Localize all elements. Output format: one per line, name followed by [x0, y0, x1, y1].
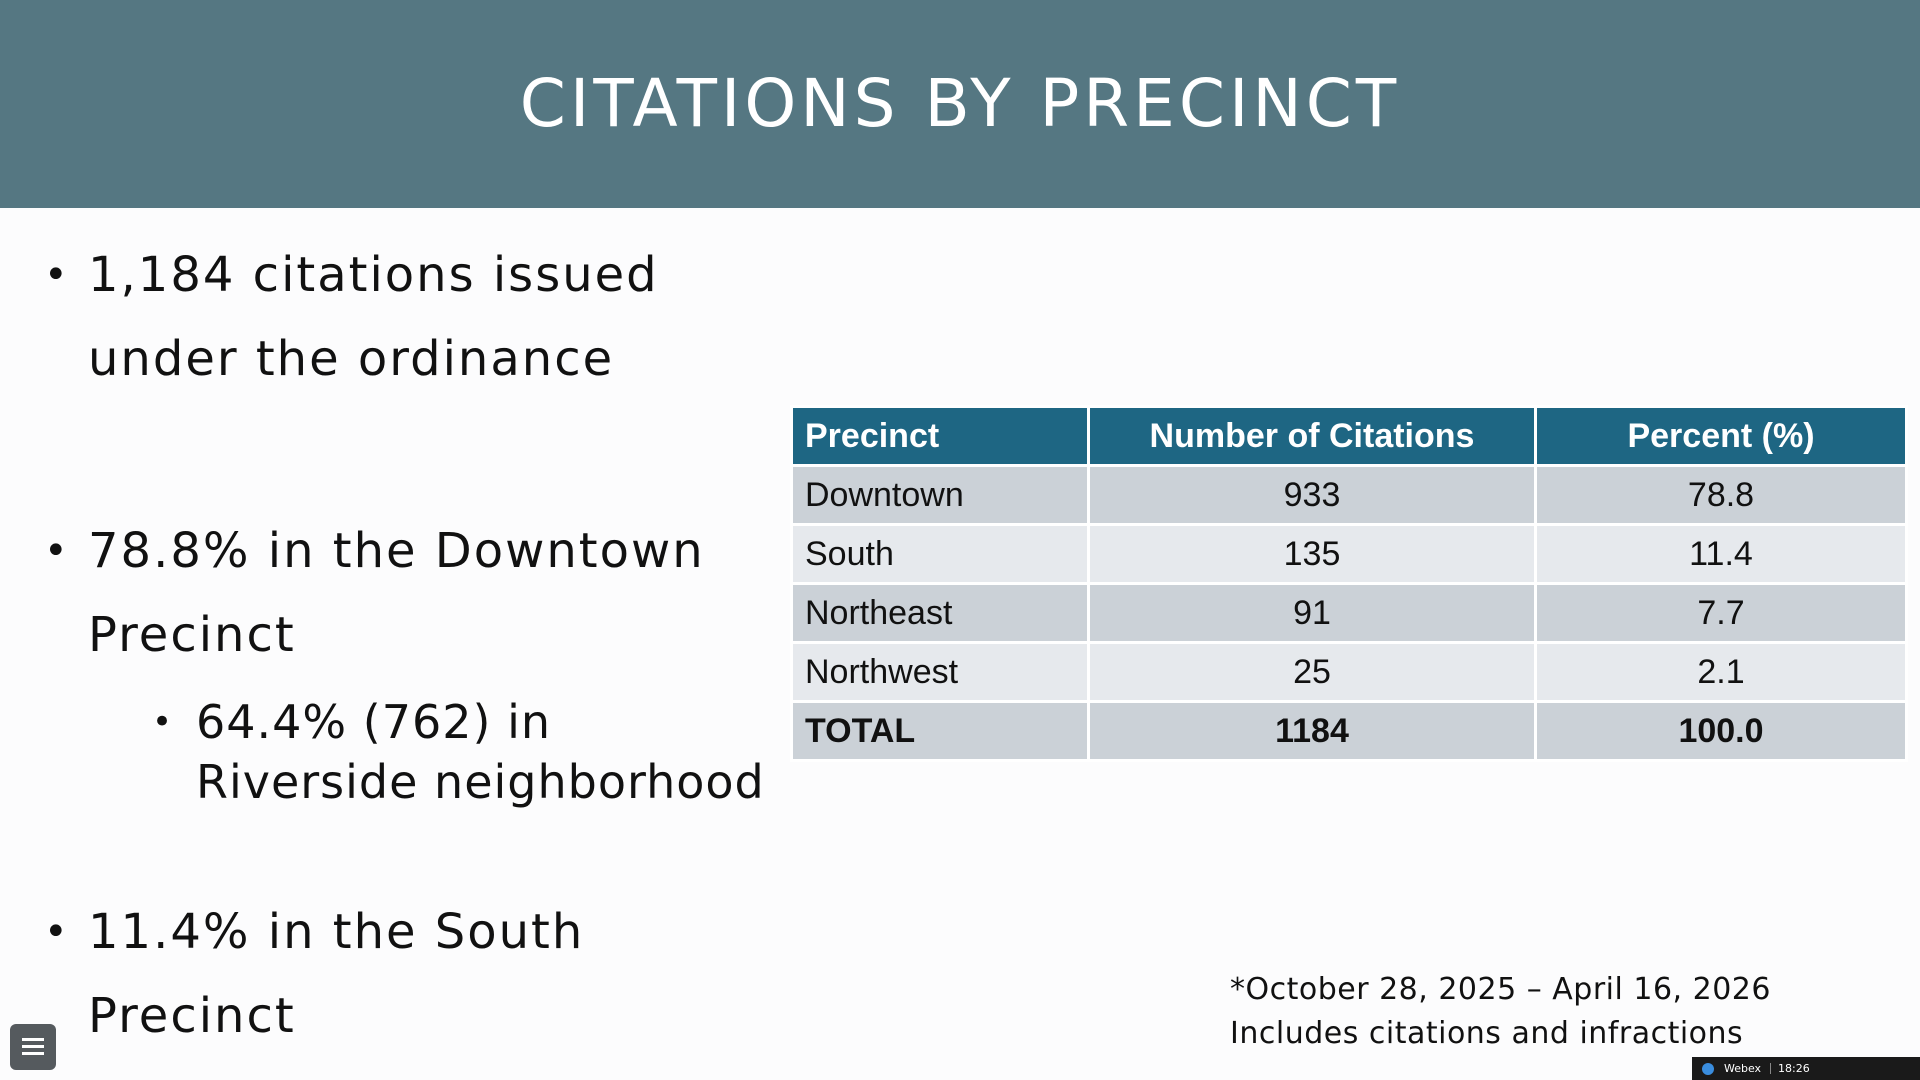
bullet-dot: •: [44, 528, 68, 574]
webex-logo-icon: [1702, 1063, 1714, 1075]
bullet-text: 78.8% in the Downtown Precinct: [88, 523, 705, 663]
title-bar: CITATIONS BY PRECINCT: [0, 0, 1920, 208]
column-header: Precinct: [790, 405, 1090, 467]
taskbar-app-name: Webex: [1724, 1062, 1762, 1075]
bullet-dot: •: [44, 252, 68, 298]
table-cell: Northwest: [790, 641, 1090, 703]
column-header: Percent (%): [1534, 405, 1908, 467]
footnote: *October 28, 2025 – April 16, 2026 Inclu…: [1230, 968, 1771, 1056]
table-cell: Northeast: [790, 582, 1090, 644]
bullet-dot: •: [44, 909, 68, 955]
taskbar-divider: [1770, 1063, 1771, 1074]
sub-bullet-text: 64.4% (762) in Riverside neighborhood: [196, 695, 765, 809]
bullet-dot: •: [152, 702, 173, 742]
table-cell: 91: [1087, 582, 1537, 644]
table-cell: 25: [1087, 641, 1537, 703]
table-cell: 100.0: [1534, 700, 1908, 762]
hamburger-menu-icon[interactable]: [10, 1024, 56, 1070]
slide-title: CITATIONS BY PRECINCT: [519, 65, 1401, 142]
table-cell: 78.8: [1534, 464, 1908, 526]
table-cell: 2.1: [1534, 641, 1908, 703]
table-cell: 933: [1087, 464, 1537, 526]
footnote-description: Includes citations and infractions: [1230, 1016, 1744, 1051]
table-total-row: TOTAL 1184 100.0: [790, 700, 1908, 762]
footnote-date-range: *October 28, 2025 – April 16, 2026: [1230, 972, 1771, 1007]
table-cell: 1184: [1087, 700, 1537, 762]
menu-line: [22, 1045, 44, 1048]
bullet-text: 1,184 citations issued under the ordinan…: [88, 247, 659, 387]
table-row: Northwest 25 2.1: [790, 641, 1908, 703]
table-cell: South: [790, 523, 1090, 585]
table-cell: 11.4: [1534, 523, 1908, 585]
table-row: Downtown 933 78.8: [790, 464, 1908, 526]
bullet-text: 11.4% in the South Precinct: [88, 904, 585, 1044]
table-row: South 135 11.4: [790, 523, 1908, 585]
table-cell: 135: [1087, 523, 1537, 585]
menu-line: [22, 1038, 44, 1041]
table-row: Northeast 91 7.7: [790, 582, 1908, 644]
table-cell: Downtown: [790, 464, 1090, 526]
column-header: Number of Citations: [1087, 405, 1537, 467]
table-cell: 7.7: [1534, 582, 1908, 644]
taskbar-time: 18:26: [1778, 1062, 1810, 1075]
citations-table: Precinct Number of Citations Percent (%)…: [790, 405, 1908, 762]
webex-taskbar[interactable]: Webex 18:26: [1692, 1057, 1920, 1080]
table-cell: TOTAL: [790, 700, 1090, 762]
menu-line: [22, 1052, 44, 1055]
table-header-row: Precinct Number of Citations Percent (%): [790, 405, 1908, 467]
